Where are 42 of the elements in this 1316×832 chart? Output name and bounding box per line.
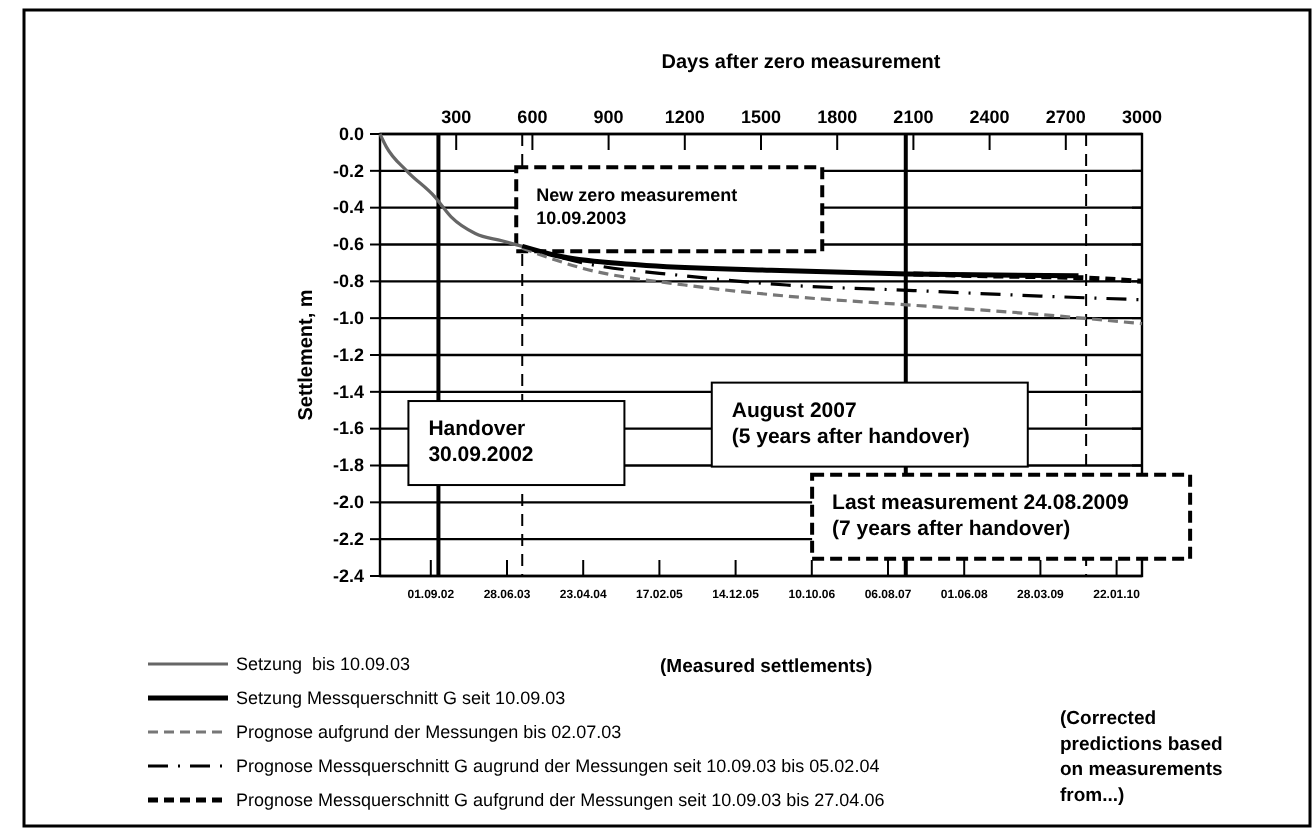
legend-label: Setzung Messquerschnitt G seit 10.09.03 bbox=[236, 688, 566, 708]
legend-label: Prognose Messquerschnitt G augrund der Messungen seit 10.09.03 bis 05.02.04 bbox=[236, 756, 880, 776]
text-box: New zero measurement 10.09.2003 bbox=[514, 165, 825, 254]
text-box: August 2007 (5 years after handover) bbox=[710, 381, 1029, 468]
text: (Measured settlements) bbox=[660, 656, 873, 678]
y-tick-label: 0.0 bbox=[338, 123, 364, 144]
legend-label: Prognose aufgrund der Messungen bis 02.07.03 bbox=[236, 722, 622, 742]
x-tick-label: 3000 bbox=[1121, 106, 1163, 127]
y-axis-title: Settlement, m bbox=[296, 289, 318, 421]
x-tick-label: 2700 bbox=[1045, 106, 1086, 127]
x-tick-label: 2100 bbox=[893, 106, 934, 127]
x-tick-label: 1200 bbox=[664, 106, 705, 127]
x-tick-label: 1500 bbox=[740, 106, 782, 127]
y-tick-label: -2.2 bbox=[332, 528, 364, 549]
y-tick-label: -1.8 bbox=[332, 455, 364, 476]
legend-label: Prognose Messquerschnitt G aufgrund der Messungen seit 10.09.03 bis 27.04.06 bbox=[236, 790, 885, 810]
line-series bbox=[378, 132, 524, 248]
line-series bbox=[520, 246, 1144, 326]
ref-line-label: August 2007 (5 years after handover) bbox=[731, 398, 970, 449]
y-tick-label: -2.4 bbox=[332, 565, 364, 586]
y-tick-label: -2.0 bbox=[332, 492, 364, 513]
y-tick-label: -1.2 bbox=[332, 344, 364, 365]
x-tick-label: 1800 bbox=[817, 106, 858, 127]
y-tick-label: -1.4 bbox=[332, 381, 364, 402]
y-tick-label: -0.6 bbox=[332, 234, 364, 255]
y-tick-label: -0.4 bbox=[332, 197, 364, 218]
x-tick-label: 600 bbox=[517, 106, 548, 127]
x-tick-label: 300 bbox=[441, 106, 472, 127]
ref-line-label: Last measurement 24.08.2009 (7 years after handover) bbox=[832, 490, 1129, 541]
legend-label: Setzung bis 10.09.03 bbox=[236, 654, 411, 674]
y-tick-label: -0.2 bbox=[332, 160, 364, 181]
y-tick-label: -1.6 bbox=[332, 418, 364, 439]
text-box: Last measurement 24.08.2009 (7 years after handover) bbox=[810, 472, 1193, 561]
ref-line-label: New zero measurement 10.09.2003 bbox=[536, 185, 738, 228]
y-tick-label: -0.8 bbox=[332, 271, 364, 292]
ref-line-label: Handover 30.09.2002 bbox=[428, 417, 534, 468]
x-tick-label: 2400 bbox=[969, 106, 1010, 127]
y-tick-label: -1.0 bbox=[332, 307, 364, 328]
text-box: Handover 30.09.2002 bbox=[407, 400, 626, 487]
text: (Corrected predictions based on measurements from...) bbox=[1060, 708, 1223, 807]
x-axis-title: Days after zero measurement bbox=[661, 52, 942, 74]
x-tick-label: 900 bbox=[593, 106, 624, 127]
